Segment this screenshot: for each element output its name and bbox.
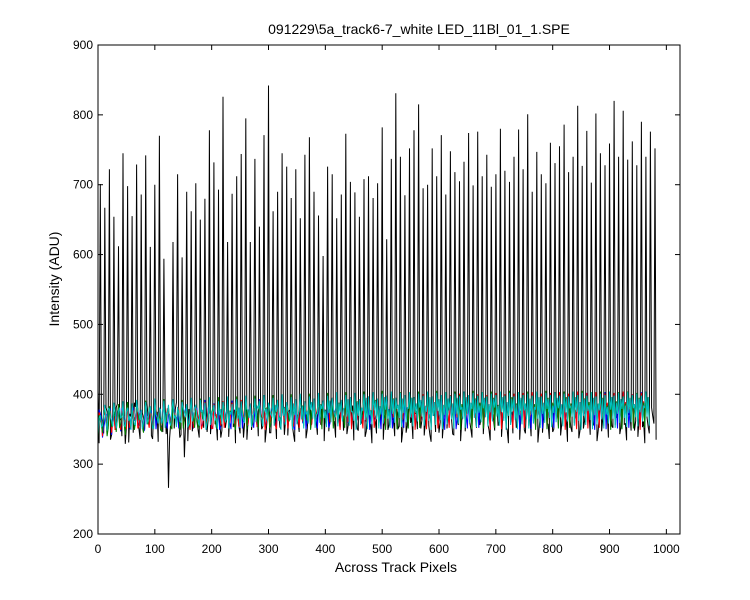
series-line-4 [98,391,650,435]
x-tick-label: 700 [486,542,506,556]
y-tick-label: 500 [73,317,93,331]
y-tick-label: 700 [73,178,93,192]
x-tick-label: 800 [543,542,563,556]
x-tick-label: 900 [600,542,620,556]
x-tick-label: 500 [372,542,392,556]
y-tick-label: 400 [73,387,93,401]
y-tick-label: 200 [73,527,93,541]
x-tick-label: 600 [429,542,449,556]
x-axis-label: Across Track Pixels [335,559,457,575]
x-tick-label: 1000 [653,542,680,556]
series-line-0 [98,85,657,488]
y-tick-label: 300 [73,457,93,471]
x-tick-label: 300 [258,542,278,556]
x-tick-label: 100 [145,542,165,556]
y-tick-label: 900 [73,38,93,52]
y-axis-label: Intensity (ADU) [46,232,62,327]
x-tick-label: 200 [202,542,222,556]
y-tick-label: 600 [73,248,93,262]
x-tick-label: 400 [315,542,335,556]
plot-area [98,85,657,488]
y-tick-label: 800 [73,108,93,122]
x-tick-label: 0 [95,542,102,556]
axes: 0 100 200 300 400 500 600 700 800 900 1000 200 300 40… [73,38,681,556]
chart-title: 091229\5a_track6-7_white LED_11Bl_01_1.S… [268,21,570,37]
axes-frame [97,44,681,535]
